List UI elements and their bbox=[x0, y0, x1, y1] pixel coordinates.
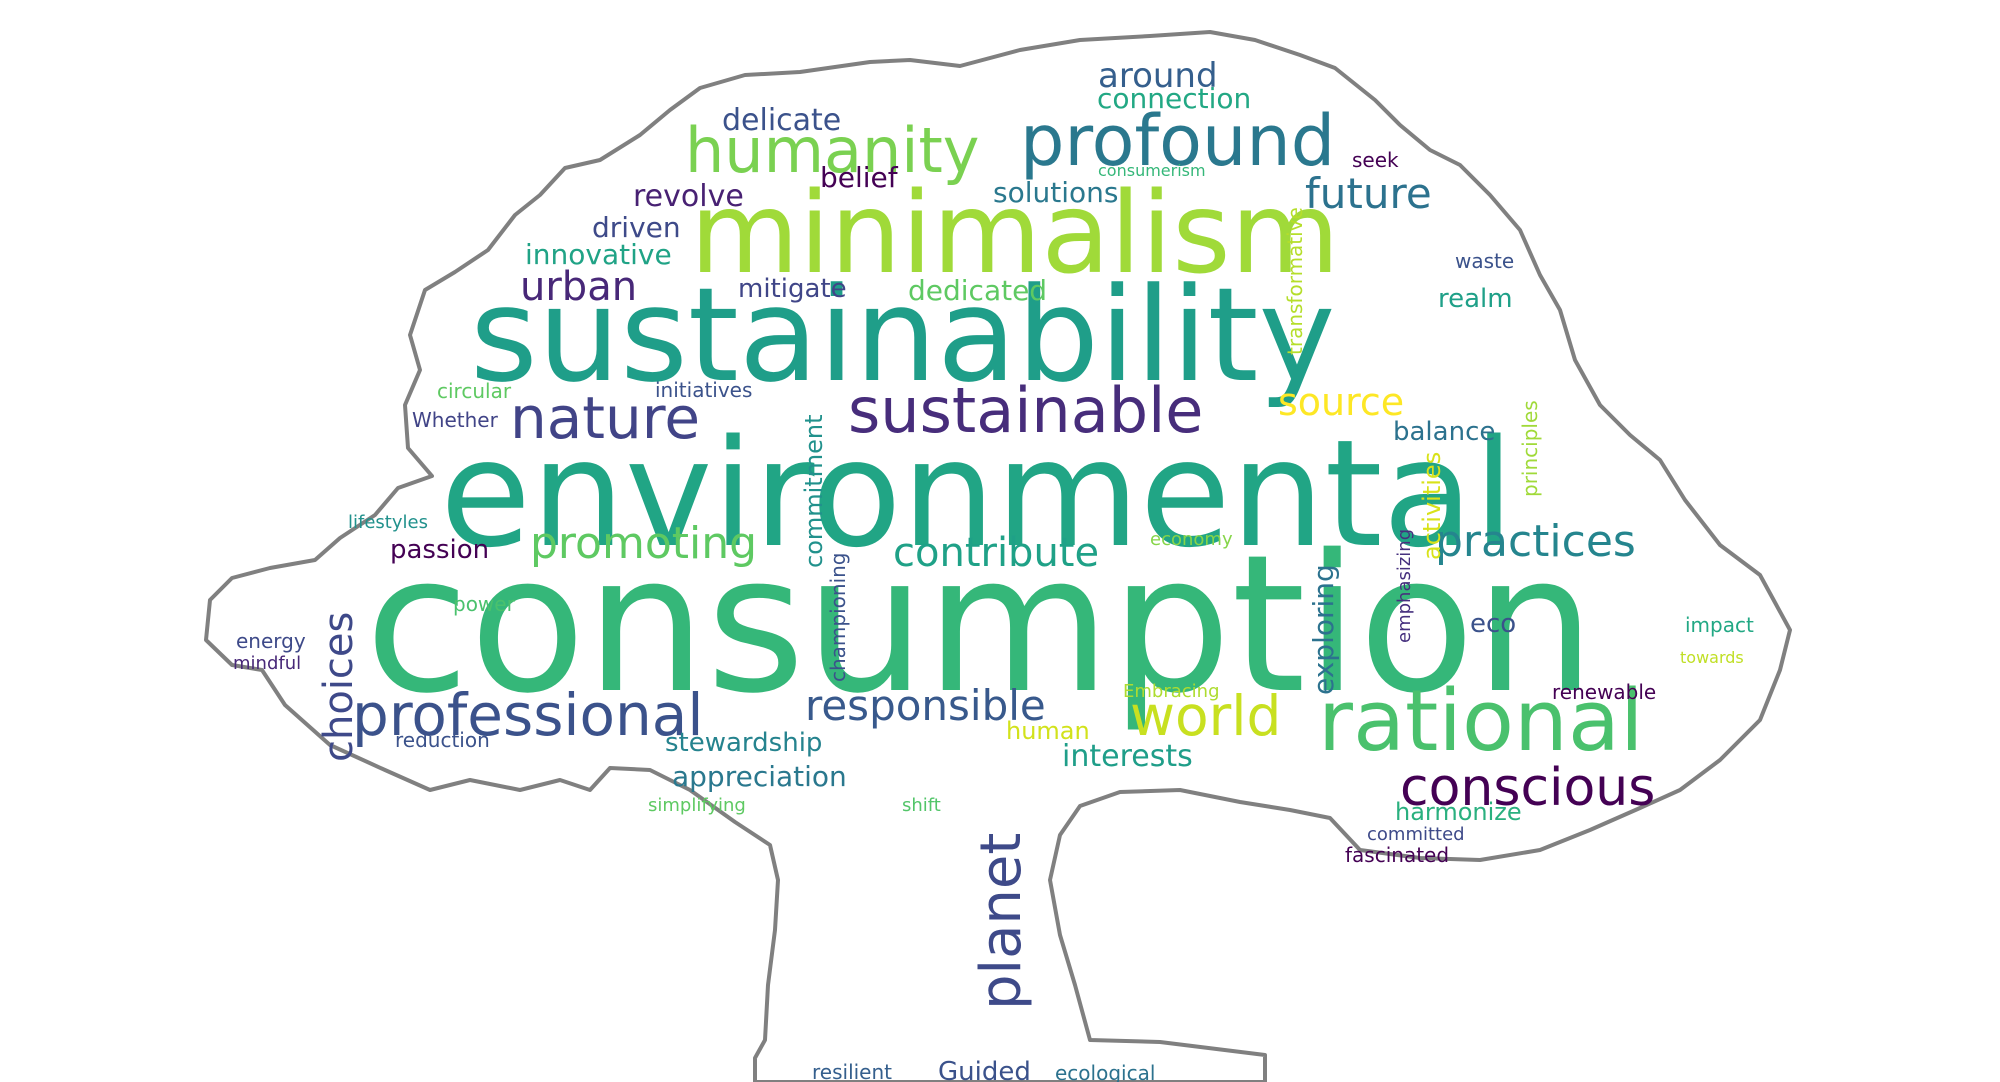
word-minimalism: minimalism bbox=[690, 169, 1340, 299]
word-driven: driven bbox=[592, 211, 681, 244]
tree-silhouette-outline bbox=[204, 30, 1792, 1082]
word-harmonize: harmonize bbox=[1395, 798, 1522, 826]
word-humanity: humanity bbox=[685, 114, 980, 187]
word-appreciation: appreciation bbox=[672, 760, 847, 793]
word-consumerism: consumerism bbox=[1098, 161, 1206, 180]
word-choices: choices bbox=[316, 612, 362, 762]
word-waste: waste bbox=[1455, 249, 1514, 273]
word-reduction: reduction bbox=[395, 728, 490, 752]
word-promoting: promoting bbox=[530, 518, 757, 569]
word-whether: Whether bbox=[412, 408, 499, 432]
word-around: around bbox=[1098, 56, 1218, 96]
word-passion: passion bbox=[390, 535, 489, 565]
word-profound: profound bbox=[1020, 100, 1335, 182]
word-conscious: conscious bbox=[1400, 758, 1655, 818]
word-initiatives: initiatives bbox=[655, 378, 752, 402]
word-transformative: transformative bbox=[1283, 207, 1307, 355]
word-emphasizing: emphasizing bbox=[1394, 529, 1415, 643]
word-solutions: solutions bbox=[993, 176, 1118, 209]
word-stewardship: stewardship bbox=[665, 728, 822, 758]
word-committed: committed bbox=[1367, 824, 1465, 845]
word-guided: Guided bbox=[938, 1057, 1031, 1082]
word-commitment: commitment bbox=[800, 415, 828, 568]
word-belief: belief bbox=[820, 161, 899, 194]
word-balance: balance bbox=[1393, 417, 1495, 447]
word-eco: eco bbox=[1470, 609, 1516, 639]
word-ecological: ecological bbox=[1055, 1061, 1155, 1082]
word-resilient: resilient bbox=[812, 1060, 892, 1082]
word-contribute: contribute bbox=[893, 530, 1099, 576]
word-seek: seek bbox=[1352, 148, 1399, 172]
word-consumption: consumption bbox=[365, 514, 1595, 735]
word-mindful: mindful bbox=[233, 653, 301, 674]
word-connection: connection bbox=[1097, 82, 1251, 115]
word-fascinated: fascinated bbox=[1345, 843, 1449, 867]
word-renewable: renewable bbox=[1552, 680, 1656, 704]
word-professional: professional bbox=[352, 681, 703, 749]
word-mitigate: mitigate bbox=[738, 274, 847, 304]
word-realm: realm bbox=[1438, 284, 1513, 314]
word-practices: practices bbox=[1435, 516, 1636, 567]
word-principles: principles bbox=[1518, 400, 1542, 497]
word-energy: energy bbox=[236, 629, 306, 653]
word-circular: circular bbox=[437, 379, 512, 403]
word-dedicated: dedicated bbox=[908, 274, 1047, 307]
word-human: human bbox=[1006, 717, 1090, 745]
word-innovative: innovative bbox=[525, 238, 672, 271]
word-source: source bbox=[1278, 380, 1404, 424]
word-future: future bbox=[1305, 169, 1432, 218]
word-exploring: exploring bbox=[1307, 564, 1340, 695]
word-nature: nature bbox=[510, 384, 700, 452]
word-impact: impact bbox=[1685, 613, 1754, 637]
word-lifestyles: lifestyles bbox=[348, 512, 428, 533]
word-planet: planet bbox=[969, 833, 1034, 1010]
word-activities: activities bbox=[1418, 452, 1446, 560]
word-rational: rational bbox=[1318, 672, 1644, 771]
word-towards: towards bbox=[1680, 648, 1744, 667]
word-delicate: delicate bbox=[722, 103, 841, 138]
word-economy: economy bbox=[1150, 529, 1233, 550]
word-power: power bbox=[453, 592, 516, 616]
word-simplifying: simplifying bbox=[648, 795, 746, 816]
word-sustainable: sustainable bbox=[848, 374, 1203, 447]
word-environmental: environmental bbox=[440, 408, 1514, 580]
word-responsible: responsible bbox=[805, 681, 1046, 730]
word-urban: urban bbox=[520, 264, 637, 310]
word-embracing: Embracing bbox=[1123, 681, 1220, 702]
word-championing: championing bbox=[826, 552, 850, 682]
word-interests: interests bbox=[1062, 739, 1193, 774]
word-world: world bbox=[1130, 684, 1281, 748]
word-shift: shift bbox=[902, 795, 941, 816]
word-sustainability: sustainability bbox=[470, 259, 1335, 411]
word-revolve: revolve bbox=[633, 179, 744, 214]
